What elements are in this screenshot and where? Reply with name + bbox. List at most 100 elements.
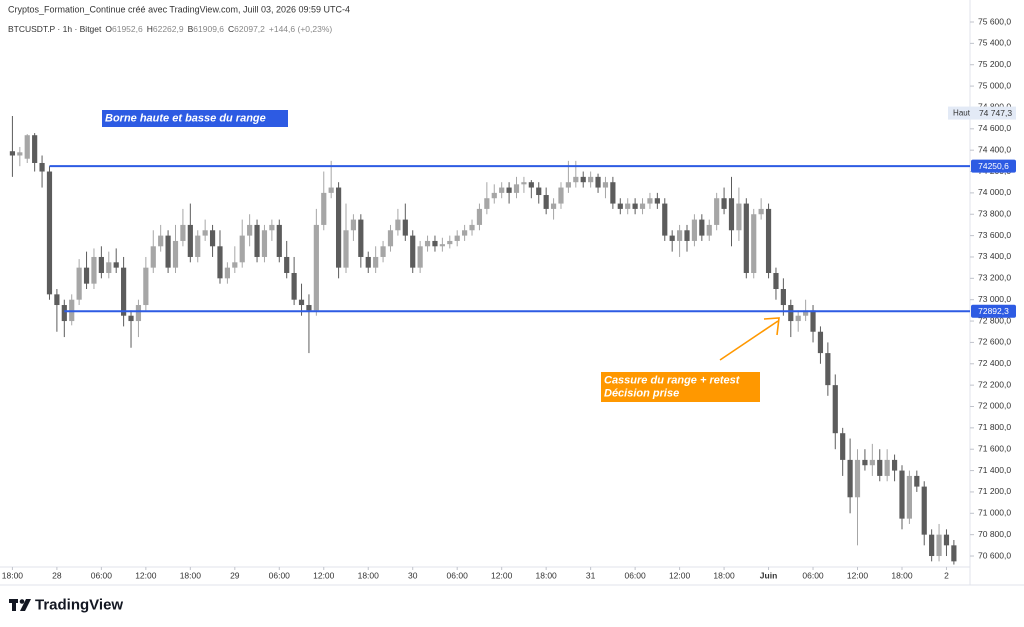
x-tick-label: 12:00	[491, 570, 513, 580]
candle	[91, 248, 97, 290]
candle	[773, 267, 779, 300]
body	[914, 475, 920, 487]
x-tick-label: 31	[586, 570, 596, 580]
y-tick-label: 74 600,0	[978, 123, 1011, 133]
body	[788, 305, 794, 322]
body	[365, 256, 371, 268]
body	[373, 256, 379, 268]
candle	[98, 246, 104, 279]
y-tick-label: 73 400,0	[978, 251, 1011, 261]
candle	[632, 198, 638, 215]
body	[862, 459, 868, 466]
y-tick-label: 71 200,0	[978, 486, 1011, 496]
body	[54, 294, 60, 306]
body	[61, 305, 67, 322]
candle	[462, 224, 468, 241]
y-tick-label: 72 000,0	[978, 401, 1011, 411]
body	[936, 534, 942, 557]
y-tick-label: 70 600,0	[978, 550, 1011, 560]
candle	[165, 230, 171, 273]
candle	[921, 481, 927, 546]
body	[528, 182, 534, 188]
candle	[943, 529, 950, 557]
body	[521, 182, 527, 185]
body	[825, 353, 831, 386]
high-key-box	[948, 106, 975, 120]
price-tag-label: 74250,6	[978, 161, 1009, 171]
x-tick-label: 18:00	[891, 570, 913, 580]
body	[239, 235, 245, 263]
body	[462, 230, 468, 236]
candle	[313, 208, 319, 316]
body	[476, 208, 483, 225]
candle	[180, 208, 186, 247]
candle	[550, 198, 557, 220]
candle	[832, 374, 838, 450]
x-tick-label: 06:00	[269, 570, 291, 580]
candle	[209, 224, 216, 257]
candle	[358, 214, 364, 268]
legend-item: BTCUSDT.P · 1h · Bitget	[8, 24, 102, 34]
candle	[46, 166, 53, 300]
body	[884, 459, 890, 476]
body	[943, 534, 950, 546]
candle	[424, 235, 431, 252]
candle	[239, 219, 245, 268]
body	[595, 176, 601, 188]
x-tick-label: 18:00	[2, 570, 24, 580]
candle	[350, 214, 357, 241]
arrow-head	[763, 317, 780, 336]
candle	[476, 203, 483, 231]
candle	[714, 192, 720, 231]
body	[135, 305, 142, 322]
body	[350, 219, 357, 231]
body	[921, 486, 927, 535]
candle	[951, 539, 957, 565]
candle	[736, 187, 742, 241]
body	[247, 224, 253, 236]
candle	[588, 171, 594, 188]
candle	[284, 240, 290, 279]
price-tag	[971, 159, 1016, 173]
annotation-text: Cassure du range + retest	[604, 374, 741, 386]
body	[543, 195, 549, 209]
body	[513, 184, 520, 193]
candle	[447, 235, 453, 249]
y-tick-label: 72 600,0	[978, 337, 1011, 347]
candle	[543, 187, 549, 215]
body	[424, 240, 431, 247]
legend-item: 61952,6	[112, 24, 143, 34]
body	[721, 198, 727, 209]
candle	[172, 224, 179, 273]
body	[380, 246, 386, 257]
candle	[291, 256, 297, 306]
body	[899, 470, 905, 519]
annotation-text: Décision prise	[604, 387, 679, 399]
candle	[187, 203, 193, 263]
body	[758, 208, 764, 215]
candle	[469, 219, 475, 236]
body	[647, 198, 653, 204]
x-tick-label: 30	[408, 570, 418, 580]
body	[684, 230, 690, 241]
y-tick-label: 71 600,0	[978, 443, 1011, 453]
candle	[113, 248, 119, 273]
candle	[647, 192, 653, 209]
candle	[373, 246, 379, 273]
body	[580, 176, 586, 183]
body	[573, 176, 579, 183]
candle	[306, 294, 312, 354]
candle	[202, 219, 208, 241]
body	[795, 315, 801, 322]
candle	[780, 278, 786, 316]
body	[232, 262, 238, 268]
body	[165, 235, 171, 268]
logo: TradingView	[9, 596, 123, 613]
candle	[625, 198, 631, 215]
candle	[402, 203, 408, 241]
candle	[39, 155, 45, 188]
body	[128, 315, 134, 322]
candle	[143, 256, 149, 311]
candle	[521, 176, 527, 193]
body	[536, 187, 542, 196]
